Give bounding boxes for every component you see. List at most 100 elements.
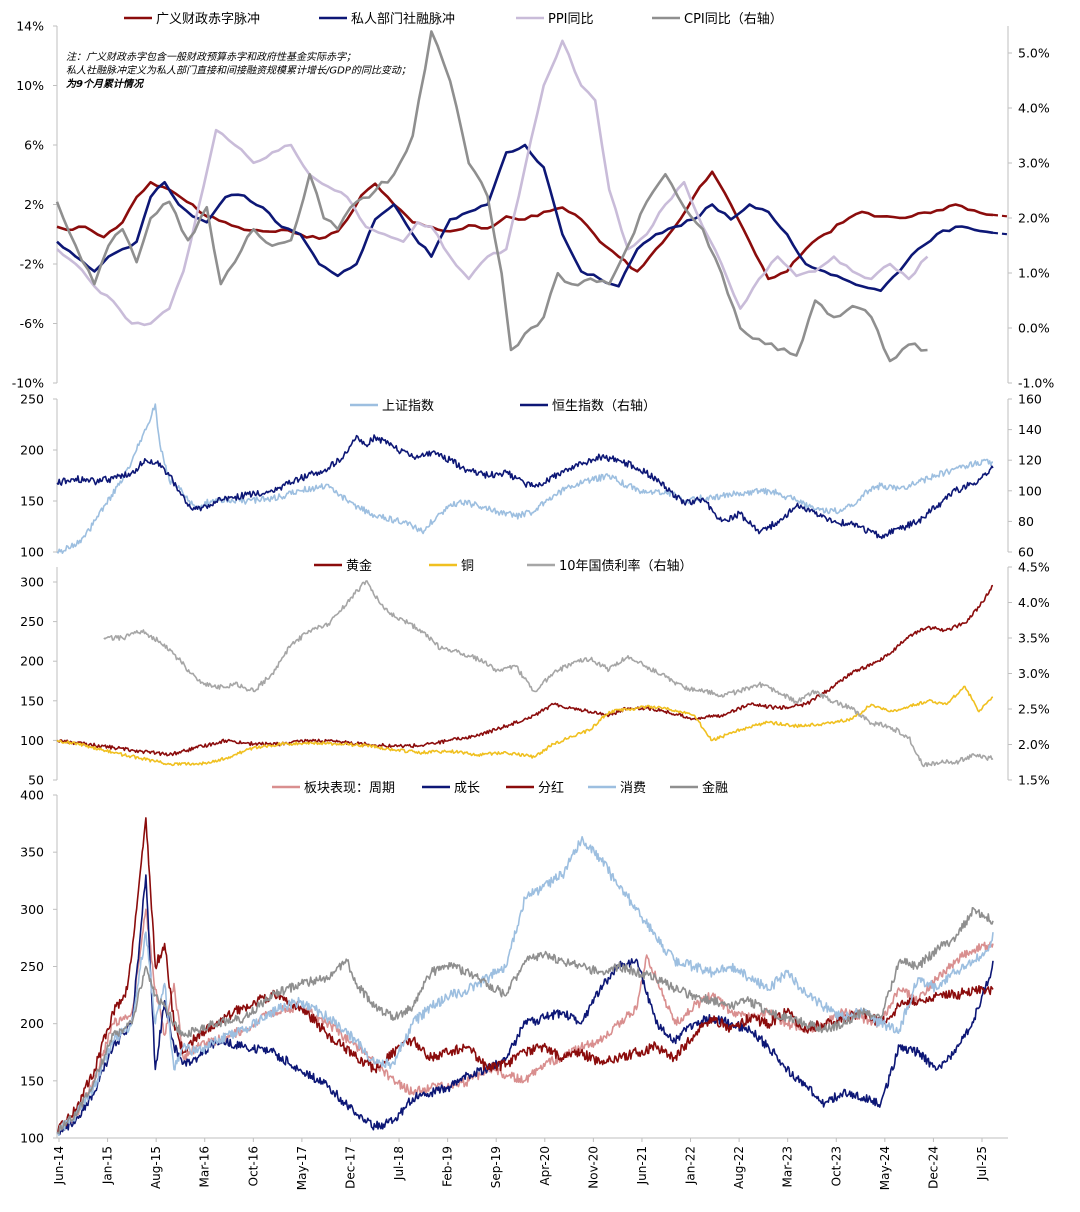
y-tick-label: -10% [12,376,44,391]
legend-label: PPI同比 [548,12,594,27]
x-tick-label: Mar-23 [781,1146,795,1187]
x-tick-label: Jun-21 [635,1146,649,1185]
series-10e5b9b4e59bbde580bae588a9e78e87efbc88e5 [103,580,994,768]
panel-fiscal: 14% 10% 6% 2% -2% -6% -10% 5.0% 4.0% 3.0% 2.0% 1.0%… [12,11,1055,391]
x-tick-label: Oct-16 [246,1146,260,1186]
series-e98791e89e8d [56,907,994,1134]
legend-label: 恒生指数（右轴） [552,399,656,414]
y-tick-label: -2% [20,257,44,272]
x-tick-label: Jan-22 [684,1146,698,1185]
y-tick-label: 50 [28,773,44,788]
x-tick-label: Jan-15 [101,1146,115,1185]
y-tick-label: 200 [20,1016,44,1031]
series-e68192e7949fe68c87e695b0efbc88e58fb3e8bd [56,434,994,540]
panel-commodity: 300 250 200 150 100 50 4.5% 4.0% 3.5% 3.0% 2.5% 2.0… [20,558,1050,788]
y2-tick-label: 1.0% [1018,266,1050,281]
y2-tick-label: 4.0% [1018,101,1050,116]
y-tick-label: 150 [20,1073,44,1088]
y-tick-label: 250 [20,392,44,407]
legend-label: 成长 [454,781,480,796]
x-tick-label: Aug-15 [149,1146,163,1189]
panel-equity: 250 200 150 100 160 140 120 100 80 60 上证指数 恒生指数（右轴） [20,392,1042,560]
legend-label: 私人部门社融脉冲 [351,11,455,27]
legend-label: 黄金 [346,558,372,574]
y2-tick-label: 3.0% [1018,156,1050,171]
series-e6b688e8b4b9 [56,836,994,1137]
series-e68890e995bf [56,874,994,1136]
legend: 板块表现：周期 成长 分红 消费 金融 [272,780,728,796]
note-line: 注：广义财政赤字包含一般财政预算赤字和政府性基金实际赤字； [66,51,356,63]
y2-tick-label: 3.5% [1018,631,1050,646]
x-tick-label: Dec-17 [343,1146,357,1189]
forecast-dash [992,213,1009,218]
legend-label: 板块表现：周期 [304,781,395,796]
forecast-dash [992,231,1009,236]
legend-label: 广义财政赤字脉冲 [156,12,260,27]
x-tick-label: Jul-25 [975,1146,989,1181]
y2-tick-label: -1.0% [1018,376,1054,391]
y2-tick-label: 2.0% [1018,737,1050,752]
note-line: 为9个月累计情况 [66,78,145,90]
y2-tick-label: 160 [1018,392,1042,407]
series-e4b88ae8af81e68c87e695b0 [56,403,993,554]
y-tick-label: 350 [20,845,44,860]
y-tick-label: 150 [20,693,44,708]
y-tick-label: 400 [20,788,44,803]
y2-tick-label: 1.5% [1018,773,1050,788]
y-tick-label: 250 [20,614,44,629]
y-tick-label: 300 [20,575,44,590]
panel-sectors: 400 350 300 250 200 150 100 板块表现：周期 成长 分红 消费 金融 [20,780,1008,1146]
series-e9bb84e98791 [56,584,994,757]
y-tick-label: 100 [20,733,44,748]
x-tick-label: Dec-24 [926,1146,940,1189]
series-cpie5908ce6af94efbc88e58fb3e8bdb4efbc89 [55,30,928,363]
y-tick-label: 200 [20,443,44,458]
legend-label: 上证指数 [382,399,434,414]
series-e5b9bfe4b989e8b4a2e694bfe8b5a4e5ad97e884 [56,170,994,281]
legend-label: CPI同比（右轴） [684,12,783,27]
legend: 广义财政赤字脉冲 私人部门社融脉冲 PPI同比 CPI同比（右轴） [124,11,783,27]
y-tick-label: 14% [16,19,44,34]
x-tick-label: Oct-23 [829,1146,843,1186]
x-tick-label: May-17 [295,1146,309,1190]
y-tick-label: 300 [20,902,44,917]
series-ppie5908ce6af94 [56,39,929,327]
series-e9939c [56,685,994,767]
y2-tick-label: 5.0% [1018,46,1050,61]
y-tick-label: 100 [20,1131,44,1146]
legend: 上证指数 恒生指数（右轴） [350,399,656,414]
y2-tick-label: 120 [1018,453,1042,468]
y2-tick-label: 100 [1018,483,1042,498]
y-tick-label: -6% [20,316,44,331]
series-e7a781e4babae983a8e997a8e7a4bee89e8de884 [56,143,994,293]
x-axis-labels: Jun-14 Jan-15 Aug-15 Mar-16 Oct-16 May-17 Dec-… [52,1138,989,1190]
legend-label: 金融 [702,780,728,796]
y-tick-label: 250 [20,959,44,974]
legend-label: 10年国债利率（右轴） [559,558,693,574]
panel-notes: 注：广义财政赤字包含一般财政预算赤字和政府性基金实际赤字； 私人社融脉冲定义为私人… [66,51,411,90]
y2-tick-label: 3.0% [1018,666,1050,681]
x-tick-label: Mar-16 [198,1146,212,1187]
y-tick-label: 100 [20,545,44,560]
y-tick-label: 200 [20,654,44,669]
y-tick-label: 2% [24,197,44,212]
x-tick-label: Jun-14 [52,1146,66,1185]
y2-tick-label: 4.0% [1018,595,1050,610]
x-tick-label: May-24 [878,1146,892,1190]
y2-tick-label: 2.0% [1018,211,1050,226]
y2-tick-label: 4.5% [1018,560,1050,575]
y2-tick-label: 60 [1018,545,1034,560]
y-tick-label: 6% [24,138,44,153]
y2-tick-label: 80 [1018,514,1034,529]
legend-label: 铜 [461,559,474,574]
x-tick-label: Aug-22 [732,1146,746,1189]
y2-tick-label: 0.0% [1018,321,1050,336]
y-tick-label: 150 [20,494,44,509]
x-tick-label: Sep-19 [489,1146,503,1188]
legend: 黄金 铜 10年国债利率（右轴） [314,558,693,574]
legend-label: 分红 [538,780,564,796]
x-tick-label: Apr-20 [538,1146,552,1186]
y-tick-label: 10% [16,78,44,93]
